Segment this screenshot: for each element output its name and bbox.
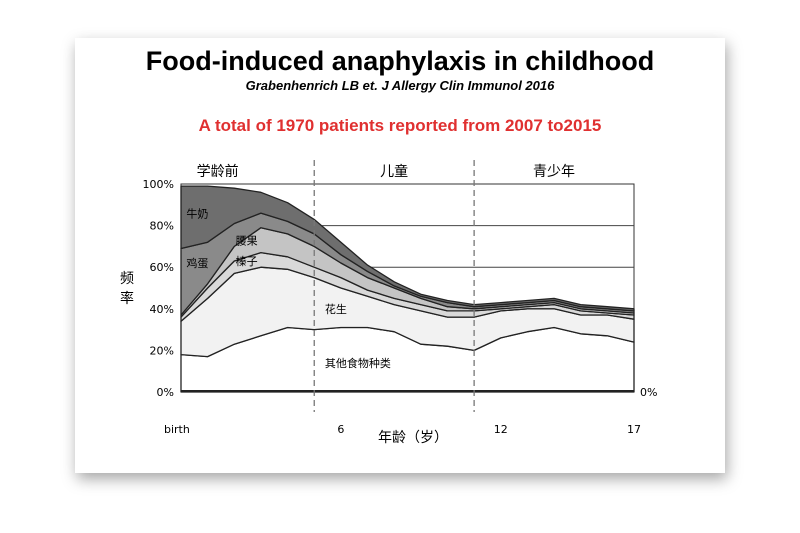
x-tick-label: 6 [337, 423, 344, 436]
series-label: 花生 [325, 302, 347, 316]
right-axis-label: 0% [640, 386, 657, 399]
slide-title: Food-induced anaphylaxis in childhood [145, 46, 655, 76]
y-axis-label: 率 [120, 290, 134, 307]
x-tick-label: 17 [627, 423, 641, 436]
y-tick-label: 100% [143, 178, 174, 191]
series-label: 榛子 [236, 255, 258, 268]
age-group-label: 学龄前 [197, 163, 239, 180]
age-group-label: 儿童 [380, 163, 408, 180]
x-tick-label: birth [164, 423, 190, 436]
series-label: 鸡蛋 [186, 256, 208, 270]
series-label: 牛奶 [186, 206, 208, 220]
y-tick-label: 20% [150, 344, 174, 357]
y-tick-label: 0% [157, 386, 174, 399]
x-axis-label: 年龄（岁） [378, 430, 448, 446]
age-group-label: 青少年 [533, 164, 575, 180]
series-label: 腰果 [236, 234, 258, 247]
y-tick-label: 40% [150, 303, 174, 316]
slide-headline: A total of 1970 patients reported from 2… [198, 116, 602, 135]
y-tick-label: 80% [150, 220, 174, 233]
slide-subtitle: Grabenhenrich LB et. J Allergy Clin Immu… [245, 78, 555, 93]
x-tick-label: 12 [494, 423, 508, 436]
y-tick-label: 60% [150, 261, 174, 274]
y-axis-label: 频 [120, 271, 134, 287]
series-label: 其他食物种类 [325, 356, 391, 370]
